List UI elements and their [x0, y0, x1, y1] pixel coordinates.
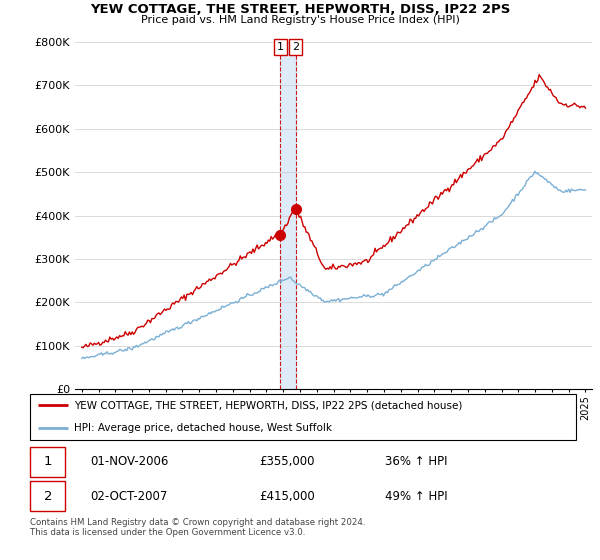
Text: YEW COTTAGE, THE STREET, HEPWORTH, DISS, IP22 2PS (detached house): YEW COTTAGE, THE STREET, HEPWORTH, DISS,…: [74, 400, 462, 410]
Text: 36% ↑ HPI: 36% ↑ HPI: [385, 455, 448, 468]
Text: Price paid vs. HM Land Registry's House Price Index (HPI): Price paid vs. HM Land Registry's House …: [140, 15, 460, 25]
Text: 2: 2: [292, 42, 299, 52]
Bar: [30, 447, 65, 477]
Text: 02-OCT-2007: 02-OCT-2007: [90, 489, 167, 502]
Text: £355,000: £355,000: [259, 455, 315, 468]
Text: 1: 1: [277, 42, 284, 52]
Text: 1: 1: [44, 455, 52, 468]
Text: YEW COTTAGE, THE STREET, HEPWORTH, DISS, IP22 2PS: YEW COTTAGE, THE STREET, HEPWORTH, DISS,…: [90, 3, 510, 16]
Text: £415,000: £415,000: [259, 489, 315, 502]
Text: HPI: Average price, detached house, West Suffolk: HPI: Average price, detached house, West…: [74, 423, 332, 433]
Bar: [30, 481, 65, 511]
Text: Contains HM Land Registry data © Crown copyright and database right 2024.
This d: Contains HM Land Registry data © Crown c…: [30, 518, 365, 538]
Bar: [280, 42, 296, 389]
Text: 49% ↑ HPI: 49% ↑ HPI: [385, 489, 448, 502]
Text: 01-NOV-2006: 01-NOV-2006: [90, 455, 169, 468]
Text: 2: 2: [44, 489, 52, 502]
